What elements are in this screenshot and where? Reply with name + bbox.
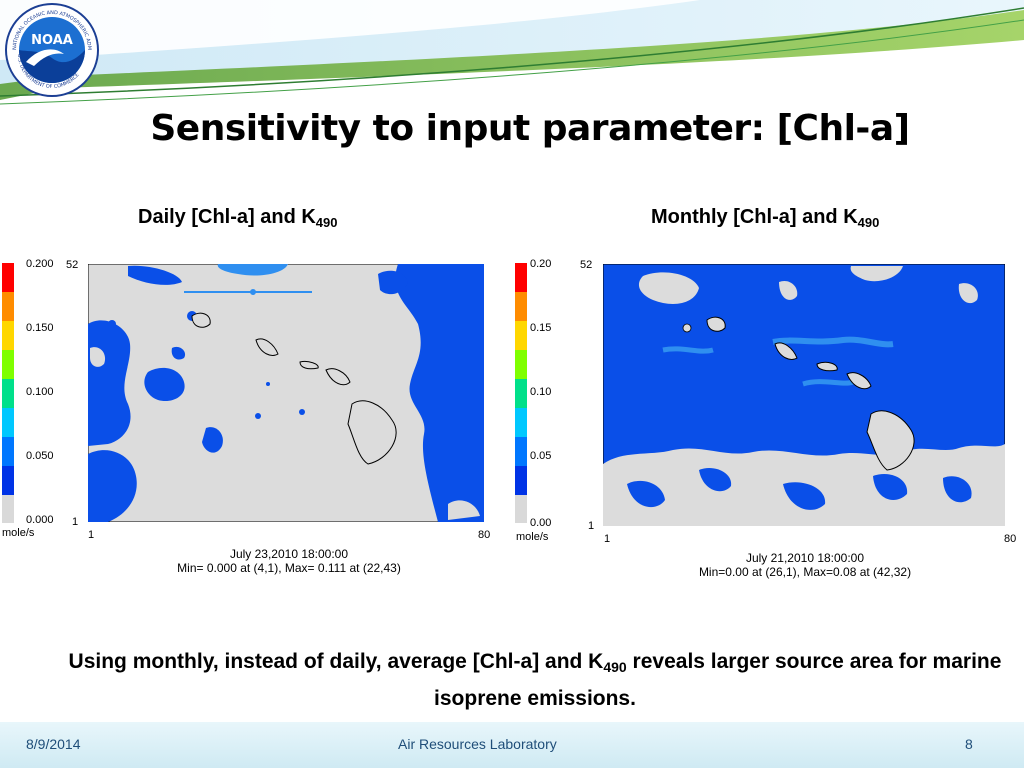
panel-title-monthly-main: Monthly [Chl-a] and K <box>651 206 858 228</box>
summary-sub: 490 <box>603 659 627 675</box>
footer-center: Air Resources Laboratory <box>398 736 557 752</box>
colorbar-daily-label-3: 0.050 <box>26 450 54 462</box>
footer-date: 8/9/2014 <box>26 736 81 752</box>
monthly-caption-line2: Min=0.00 at (26,1), Max=0.08 at (42,32) <box>698 565 912 579</box>
daily-x-left-label: 1 <box>88 529 95 541</box>
monthly-y-top-label: 52 <box>580 259 593 271</box>
footer-page-number: 8 <box>965 736 973 752</box>
panel-title-daily-main: Daily [Chl-a] and K <box>138 206 316 228</box>
daily-y-top-label: 52 <box>66 259 79 271</box>
panel-title-daily: Daily [Chl-a] and K490 <box>138 206 338 230</box>
map-monthly <box>603 264 1005 526</box>
daily-caption: July 23,2010 18:00:00 Min= 0.000 at (4,1… <box>154 547 424 575</box>
monthly-caption: July 21,2010 18:00:00 Min=0.00 at (26,1)… <box>670 551 940 579</box>
monthly-x-right-label: 80 <box>1004 533 1017 545</box>
colorbar-monthly-unit: mole/s <box>516 531 549 543</box>
colorbar-monthly-label-2: 0.10 <box>530 386 552 398</box>
header-swoosh <box>0 0 1024 105</box>
monthly-y-bottom-label: 1 <box>588 520 595 532</box>
monthly-caption-line1: July 21,2010 18:00:00 <box>745 551 865 565</box>
panel-title-monthly: Monthly [Chl-a] and K490 <box>651 206 879 230</box>
summary-text: Using monthly, instead of daily, average… <box>60 646 1010 714</box>
panel-title-daily-sub: 490 <box>315 215 338 230</box>
noaa-logo: NOAA NATIONAL OCEANIC AND ATMOSPHERIC AD… <box>4 2 99 97</box>
daily-y-bottom-label: 1 <box>72 516 79 528</box>
daily-x-right-label: 80 <box>478 529 491 541</box>
colorbar-daily <box>2 263 14 523</box>
map-daily <box>88 264 484 522</box>
colorbar-monthly-label-1: 0.15 <box>530 322 552 334</box>
colorbar-monthly-label-4: 0.00 <box>530 517 552 529</box>
summary-part2: reveals larger source area for marine is… <box>434 650 1002 710</box>
logo-text: NOAA <box>31 33 73 48</box>
colorbar-monthly-label-3: 0.05 <box>530 450 552 462</box>
colorbar-daily-label-0: 0.200 <box>26 258 54 270</box>
colorbar-daily-label-4: 0.000 <box>26 514 54 526</box>
colorbar-daily-unit: mole/s <box>2 527 35 539</box>
summary-part1: Using monthly, instead of daily, average… <box>68 650 604 673</box>
colorbar-daily-label-2: 0.100 <box>26 386 54 398</box>
slide-title: Sensitivity to input parameter: [Chl-a] <box>150 108 910 149</box>
monthly-x-left-label: 1 <box>604 533 611 545</box>
daily-caption-line2: Min= 0.000 at (4,1), Max= 0.111 at (22,4… <box>177 561 401 575</box>
colorbar-daily-label-1: 0.150 <box>26 322 54 334</box>
daily-caption-line1: July 23,2010 18:00:00 <box>229 547 349 561</box>
colorbar-monthly <box>515 263 527 523</box>
panel-title-monthly-sub: 490 <box>857 215 880 230</box>
colorbar-monthly-label-0: 0.20 <box>530 258 552 270</box>
footer-bar <box>0 722 1024 768</box>
